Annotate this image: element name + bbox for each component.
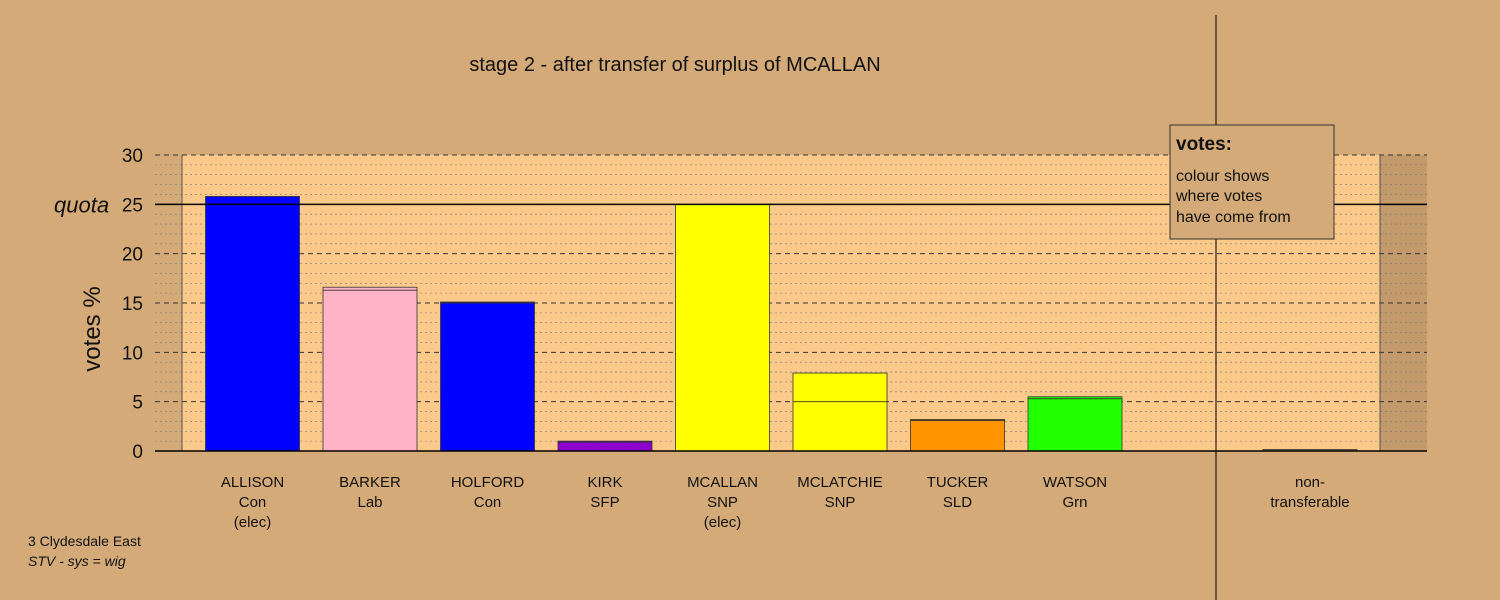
- y-tick-label: 15: [122, 294, 143, 315]
- y-axis-label: votes %: [79, 286, 106, 371]
- candidate-status-label: (elec): [234, 514, 272, 531]
- y-tick-label: 30: [122, 146, 143, 167]
- candidate-name-label: BARKER: [339, 474, 401, 491]
- legend-line-1: colour shows: [1176, 168, 1269, 185]
- y-axis-ticks: 0 5 10 15 20 25 30: [122, 146, 143, 463]
- candidate-party-label: Con: [474, 494, 502, 511]
- y-tick-label: 20: [122, 245, 143, 266]
- legend-line-3: have come from: [1176, 209, 1291, 226]
- candidate-party-label: SLD: [943, 494, 972, 511]
- bar-segment: [675, 203, 770, 452]
- bar-segment: [440, 301, 535, 304]
- candidate-party-label: Grn: [1062, 494, 1087, 511]
- nontransferable-label-line2: transferable: [1270, 494, 1349, 511]
- bar-segment: [910, 420, 1005, 452]
- footer-system: STV - sys = wig: [28, 553, 126, 569]
- candidate-party-label: SNP: [707, 494, 738, 511]
- candidate-name-label: HOLFORD: [451, 474, 525, 491]
- candidate-name-label: KIRK: [587, 474, 622, 491]
- footer-constituency: 3 Clydesdale East: [28, 533, 141, 549]
- bar-segment: [205, 196, 300, 452]
- legend-title: votes:: [1176, 134, 1232, 155]
- bar-segment: [557, 441, 653, 452]
- bars: [205, 196, 1358, 452]
- bar-segment: [1027, 398, 1123, 452]
- bar-segment: [322, 289, 418, 452]
- bar-segment: [910, 419, 1005, 421]
- candidate-party-label: SNP: [825, 494, 856, 511]
- bar-segment: [1027, 396, 1123, 400]
- bar-segment: [322, 286, 418, 291]
- bar-segment: [792, 401, 888, 452]
- category-labels: ALLISON Con (elec) BARKER Lab HOLFORD Con KIRK S…: [221, 474, 1350, 531]
- bar-segment: [557, 440, 653, 443]
- candidate-name-label: WATSON: [1043, 474, 1107, 491]
- candidate-name-label: MCLATCHIE: [797, 474, 883, 491]
- y-tick-label: 0: [132, 442, 143, 463]
- bar-segment: [792, 372, 888, 403]
- candidate-name-label: ALLISON: [221, 474, 284, 491]
- candidate-party-label: Con: [239, 494, 267, 511]
- y-tick-label: 25: [122, 195, 143, 216]
- candidate-name-label: TUCKER: [927, 474, 989, 491]
- y-tick-label: 5: [132, 393, 143, 414]
- candidate-status-label: (elec): [704, 514, 742, 531]
- quota-label: quota: [54, 192, 109, 217]
- candidate-party-label: SFP: [590, 494, 619, 511]
- chart-title: stage 2 - after transfer of surplus of M…: [469, 54, 880, 76]
- nontransferable-label-line1: non-: [1295, 474, 1325, 491]
- candidate-party-label: Lab: [357, 494, 382, 511]
- candidate-name-label: MCALLAN: [687, 474, 758, 491]
- bar-segment: [440, 302, 535, 452]
- legend-box: votes: colour shows where votes have com…: [1169, 124, 1335, 240]
- y-tick-label: 10: [122, 343, 143, 364]
- legend-line-2: where votes: [1175, 188, 1262, 205]
